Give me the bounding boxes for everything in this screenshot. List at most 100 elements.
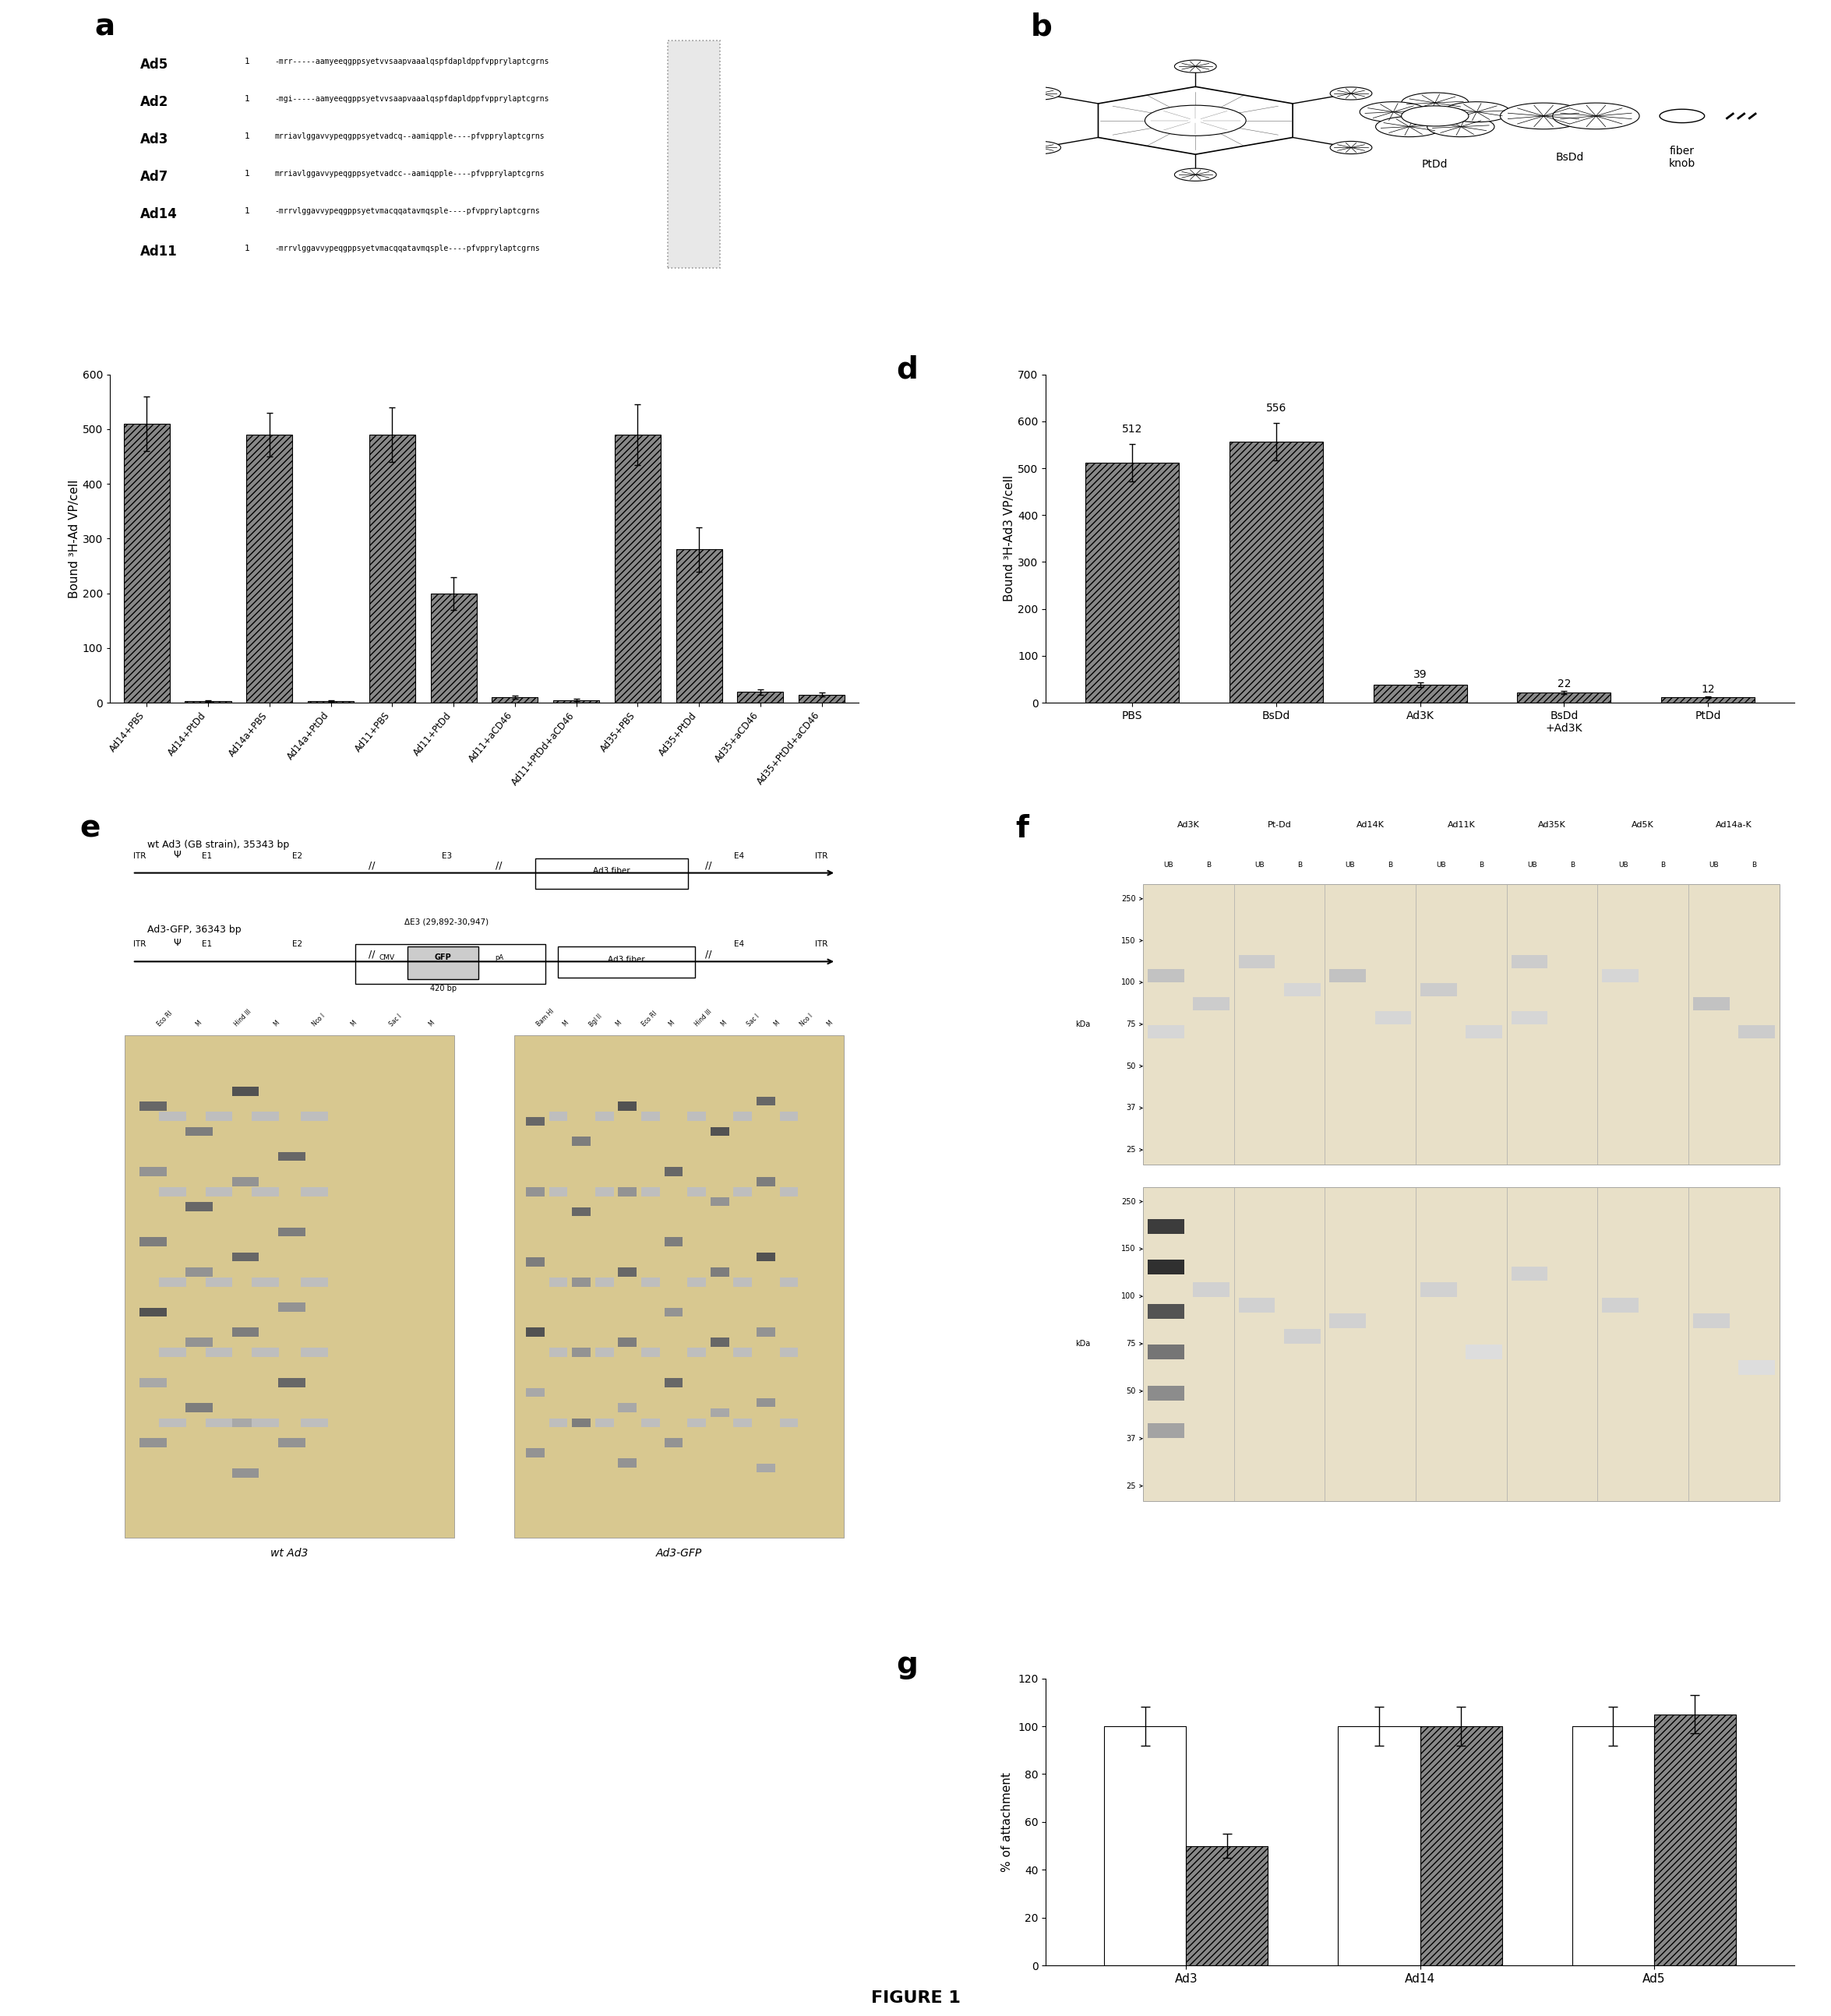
Bar: [1194, 998, 1229, 1010]
Text: E1: E1: [201, 853, 212, 859]
Bar: [185, 1403, 212, 1411]
Text: Bgl II: Bgl II: [588, 1012, 604, 1028]
Text: UB: UB: [1436, 861, 1446, 869]
Bar: [665, 1379, 683, 1387]
Text: 150: 150: [1121, 937, 1135, 946]
Bar: [665, 1167, 683, 1175]
Text: Ad35K: Ad35K: [1538, 821, 1566, 829]
Text: 25: 25: [1126, 1145, 1135, 1153]
Text: -mrrvlggavvypeqgppsyetvmacqqatavmqsple----pfvpprylaptcgrns: -mrrvlggavvypeqgppsyetvmacqqatavmqsple--…: [275, 208, 540, 216]
Bar: [619, 1187, 637, 1195]
Bar: [1738, 1361, 1774, 1375]
Bar: [525, 1187, 544, 1195]
Text: B: B: [1752, 861, 1756, 869]
Text: Ad5K: Ad5K: [1631, 821, 1653, 829]
Text: //: //: [368, 861, 375, 871]
Bar: [430, 593, 476, 704]
Text: 22: 22: [1556, 679, 1571, 689]
Text: ITR: ITR: [134, 853, 146, 859]
Bar: [1511, 956, 1547, 968]
Text: //: //: [705, 861, 712, 871]
Bar: [1148, 1024, 1185, 1038]
FancyBboxPatch shape: [668, 40, 720, 268]
Text: M: M: [666, 1020, 676, 1028]
Bar: [615, 435, 661, 704]
Text: mrriavlggavvypeqgppsyetvadcc--aamiqpple----pfvpprylaptcgrns: mrriavlggavvypeqgppsyetvadcc--aamiqpple-…: [275, 169, 544, 177]
Polygon shape: [1018, 141, 1060, 153]
Text: UB: UB: [1708, 861, 1719, 869]
Bar: [139, 1167, 167, 1175]
Text: Ad14a-K: Ad14a-K: [1716, 821, 1752, 829]
Bar: [734, 1349, 753, 1357]
Bar: [780, 1187, 798, 1195]
Bar: [756, 1329, 775, 1337]
Bar: [710, 1127, 729, 1135]
Bar: [687, 1111, 707, 1121]
Bar: [251, 1349, 278, 1357]
Text: Bam HI: Bam HI: [535, 1008, 555, 1028]
Bar: [687, 1349, 707, 1357]
Text: ITR: ITR: [134, 941, 146, 948]
Bar: [1573, 1726, 1653, 1966]
Bar: [1421, 1282, 1457, 1296]
Bar: [125, 1036, 454, 1538]
Bar: [756, 1252, 775, 1262]
Bar: [1421, 984, 1457, 996]
Bar: [525, 1389, 544, 1397]
Text: M: M: [350, 1020, 359, 1028]
Bar: [571, 1137, 591, 1145]
Text: E4: E4: [734, 941, 743, 948]
Text: CMV: CMV: [379, 956, 395, 962]
Text: Sac I: Sac I: [388, 1012, 403, 1028]
Bar: [205, 1111, 233, 1121]
Text: Ad7: Ad7: [139, 169, 168, 183]
Text: //: //: [496, 861, 502, 871]
Y-axis label: Bound ³H-Ad3 VP/cell: Bound ³H-Ad3 VP/cell: [1003, 476, 1016, 601]
Text: 420 bp: 420 bp: [430, 986, 456, 992]
Text: Hind III: Hind III: [233, 1008, 253, 1028]
Bar: [756, 1097, 775, 1105]
Bar: [159, 1417, 187, 1427]
Bar: [641, 1417, 659, 1427]
Text: Ad14: Ad14: [139, 208, 178, 222]
Text: mrriavlggavvypeqgppsyetvadcq--aamiqpple----pfvpprylaptcgrns: mrriavlggavvypeqgppsyetvadcq--aamiqpple-…: [275, 133, 544, 139]
Bar: [1694, 1312, 1730, 1329]
Text: a: a: [95, 12, 115, 42]
Bar: [185, 1202, 212, 1212]
Text: UB: UB: [1163, 861, 1174, 869]
Bar: [278, 1151, 306, 1161]
Bar: [549, 1278, 568, 1286]
Bar: [1661, 698, 1754, 704]
Text: E2: E2: [291, 941, 302, 948]
Bar: [710, 1339, 729, 1347]
Bar: [300, 1349, 328, 1357]
Bar: [676, 550, 721, 704]
Bar: [139, 1238, 167, 1246]
Bar: [710, 1268, 729, 1276]
Bar: [1148, 1423, 1185, 1437]
Polygon shape: [1553, 103, 1639, 129]
Bar: [251, 1111, 278, 1121]
Text: e: e: [81, 814, 101, 843]
Text: ITR: ITR: [815, 941, 828, 948]
Bar: [233, 1177, 258, 1185]
Bar: [1511, 1012, 1547, 1024]
Text: FIGURE 1: FIGURE 1: [872, 1990, 959, 2006]
Bar: [1329, 1312, 1366, 1329]
Bar: [756, 1397, 775, 1407]
Bar: [595, 1187, 613, 1195]
Bar: [1284, 1329, 1320, 1345]
Text: 100: 100: [1121, 978, 1135, 986]
Bar: [233, 1417, 258, 1427]
Bar: [549, 1111, 568, 1121]
Bar: [1143, 1187, 1780, 1500]
Text: Ad3 fiber: Ad3 fiber: [608, 956, 645, 964]
Bar: [553, 700, 599, 704]
Text: Ad14K: Ad14K: [1357, 821, 1384, 829]
Bar: [641, 1278, 659, 1286]
Text: d: d: [895, 355, 917, 385]
Bar: [139, 1437, 167, 1447]
Bar: [571, 1417, 591, 1427]
Text: 250: 250: [1121, 895, 1135, 903]
Bar: [710, 1407, 729, 1417]
